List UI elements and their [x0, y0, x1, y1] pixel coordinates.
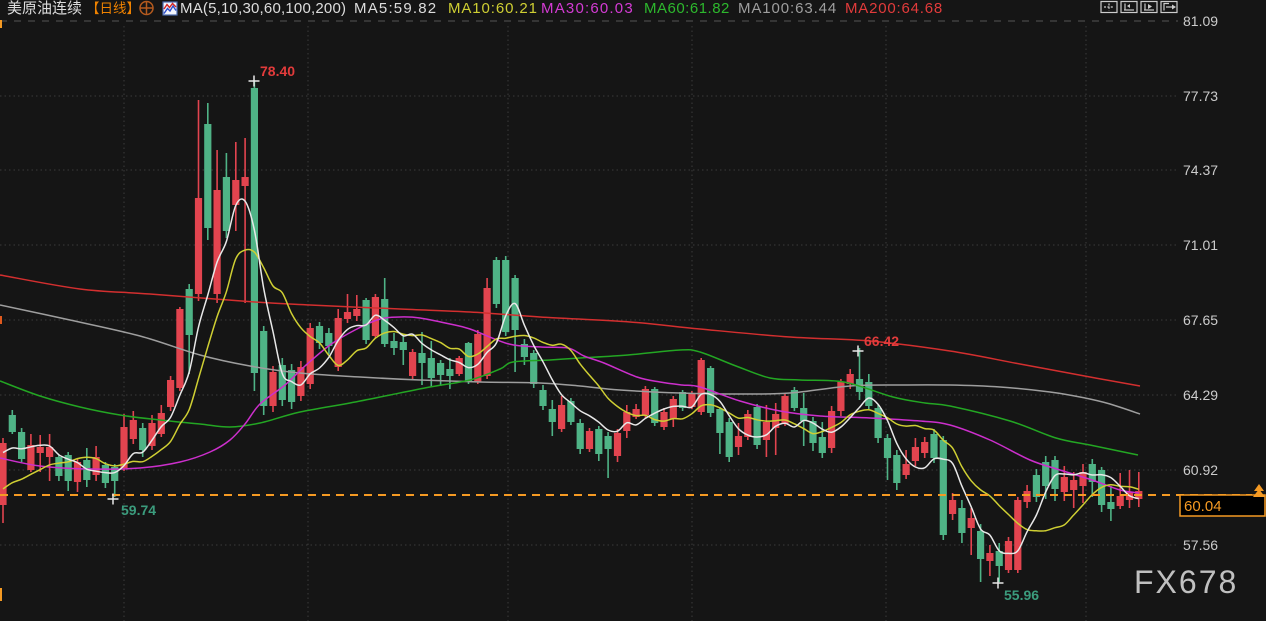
svg-text:60.92: 60.92	[1183, 462, 1218, 478]
svg-text:57.56: 57.56	[1183, 537, 1218, 553]
svg-text:FX678: FX678	[1134, 564, 1238, 600]
svg-text:78.40: 78.40	[260, 63, 295, 79]
svg-text:74.37: 74.37	[1183, 162, 1218, 178]
svg-text:64.29: 64.29	[1183, 387, 1218, 403]
svg-text:59.74: 59.74	[121, 502, 156, 518]
svg-text:【日线】: 【日线】	[86, 1, 140, 16]
svg-text:55.96: 55.96	[1004, 587, 1039, 603]
svg-text:MA10:60.21: MA10:60.21	[448, 0, 538, 17]
svg-text:MA200:64.68: MA200:64.68	[845, 0, 943, 17]
svg-text:77.73: 77.73	[1183, 88, 1218, 104]
svg-text:66.42: 66.42	[864, 333, 899, 349]
svg-text:MA(5,10,30,60,100,200): MA(5,10,30,60,100,200)	[180, 0, 346, 17]
svg-text:MA5:59.82: MA5:59.82	[354, 0, 437, 17]
svg-text:MA60:61.82: MA60:61.82	[644, 0, 730, 17]
svg-text:81.09: 81.09	[1183, 13, 1218, 29]
svg-text:60.04: 60.04	[1184, 498, 1222, 515]
svg-text:美原油连续: 美原油连续	[7, 0, 82, 17]
svg-text:MA100:63.44: MA100:63.44	[738, 0, 837, 17]
svg-text:67.65: 67.65	[1183, 312, 1218, 328]
svg-text:MA30:60.03: MA30:60.03	[541, 0, 634, 17]
svg-text:71.01: 71.01	[1183, 237, 1218, 253]
